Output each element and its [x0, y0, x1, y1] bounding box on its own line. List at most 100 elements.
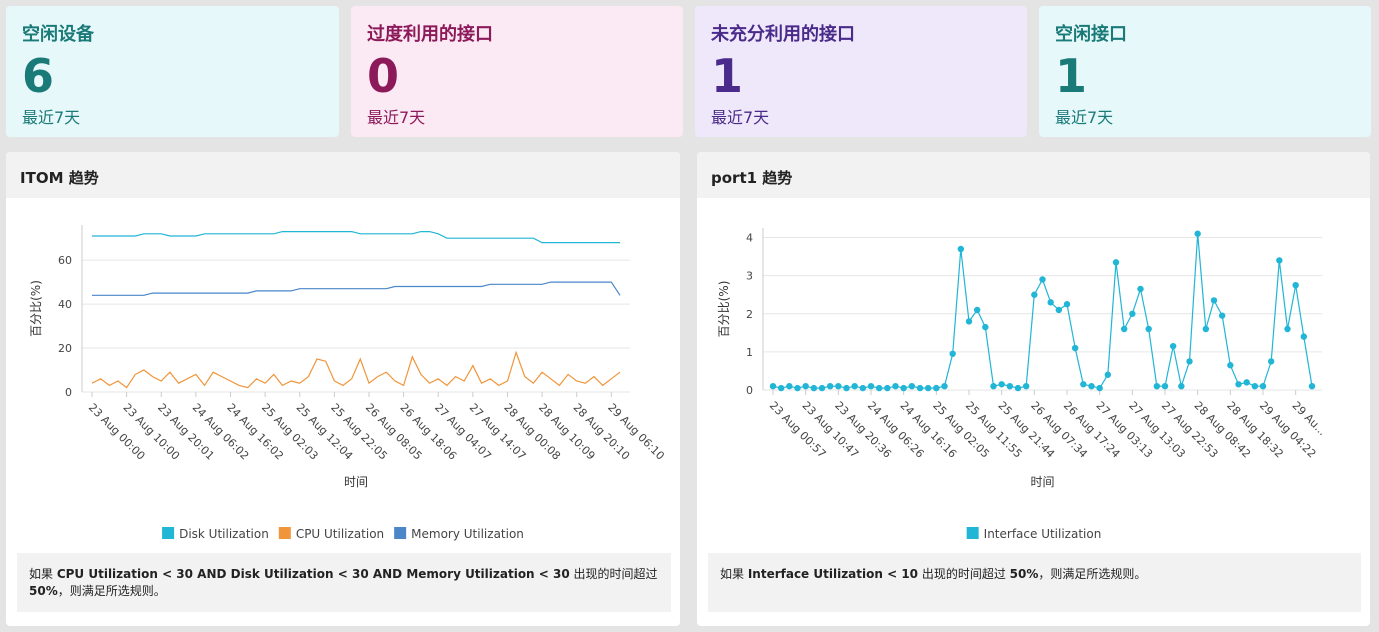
- data-point: [859, 384, 867, 392]
- data-point: [1055, 306, 1063, 314]
- panel: ITOM 趋势 如果 CPU Utilization < 30 AND Disk…: [6, 152, 680, 626]
- data-point: [973, 306, 981, 314]
- rule-note: 如果 Interface Utilization < 10 出现的时间超过 50…: [708, 553, 1361, 612]
- card-title: 未充分利用的接口: [711, 24, 855, 45]
- data-point: [1096, 384, 1103, 392]
- data-point: [867, 382, 875, 390]
- data-point: [1137, 285, 1144, 293]
- data-point: [982, 323, 989, 331]
- data-point: [1088, 382, 1095, 390]
- data-point: [786, 382, 793, 390]
- card-value: 0: [367, 49, 400, 103]
- data-point: [1186, 358, 1193, 365]
- data-point: [1161, 382, 1169, 390]
- series-line: [92, 281, 621, 296]
- data-point: [990, 382, 997, 390]
- y-tick-label: 1: [746, 346, 753, 359]
- data-point: [1194, 230, 1201, 237]
- card-subtitle: 最近7天: [711, 108, 770, 127]
- data-point: [777, 384, 785, 392]
- y-axis-label: 百分比(%): [717, 281, 731, 338]
- data-point: [916, 384, 924, 392]
- data-point: [851, 382, 858, 390]
- card-subtitle: 最近7天: [367, 108, 426, 127]
- card: 空闲设备 6 最近7天: [6, 6, 339, 137]
- card-subtitle: 最近7天: [1055, 108, 1114, 127]
- data-point: [957, 245, 965, 253]
- y-tick-label: 20: [58, 342, 72, 355]
- card: 过度利用的接口 0 最近7天: [351, 6, 683, 137]
- data-point: [1031, 291, 1038, 298]
- panel: port1 趋势 如果 Interface Utilization < 10 出…: [697, 152, 1370, 626]
- data-point: [1227, 362, 1234, 369]
- legend-label: Interface Utilization: [984, 527, 1102, 541]
- data-point: [843, 384, 850, 392]
- card-title: 空闲设备: [22, 24, 94, 45]
- series-line: [92, 231, 620, 244]
- y-axis-label: 百分比(%): [29, 280, 43, 337]
- data-point: [900, 384, 907, 392]
- card-value: 1: [1055, 49, 1088, 103]
- card: 空闲接口 1 最近7天: [1039, 6, 1371, 137]
- panel-title: ITOM 趋势: [6, 152, 680, 198]
- note-text: ，则满足所选规则。: [57, 584, 166, 598]
- data-point: [1276, 257, 1283, 264]
- data-point: [1308, 382, 1316, 390]
- data-point: [1104, 371, 1112, 378]
- data-point: [1080, 381, 1087, 388]
- data-point: [818, 384, 826, 392]
- panel-title: port1 趋势: [697, 152, 1370, 198]
- data-point: [1284, 325, 1291, 333]
- data-point: [1129, 310, 1136, 317]
- note-text: 出现的时间超过: [918, 567, 1010, 581]
- data-point: [794, 384, 801, 392]
- legend-label: Disk Utilization: [179, 527, 269, 541]
- data-point: [1292, 281, 1299, 289]
- note-text: CPU Utilization < 30 AND Disk Utilizatio…: [56, 567, 570, 581]
- y-tick-label: 60: [58, 254, 72, 267]
- data-point: [1071, 344, 1079, 352]
- rule-note: 如果 CPU Utilization < 30 AND Disk Utiliza…: [17, 553, 671, 612]
- legend-label: CPU Utilization: [296, 527, 384, 541]
- note-text: 出现的时间超过: [569, 567, 658, 581]
- card: 未充分利用的接口 1 最近7天: [695, 6, 1027, 137]
- x-axis-label: 时间: [344, 475, 368, 489]
- data-point: [1210, 297, 1218, 304]
- data-point: [1267, 358, 1275, 365]
- data-point: [769, 382, 777, 390]
- data-point: [1014, 384, 1022, 392]
- card-value: 6: [22, 49, 55, 103]
- data-point: [810, 384, 818, 392]
- data-point: [1153, 382, 1161, 390]
- y-tick-label: 0: [65, 386, 72, 399]
- note-text: ，则满足所选规则。: [1038, 567, 1147, 581]
- data-point: [1047, 299, 1054, 306]
- data-point: [892, 382, 899, 390]
- legend-swatch: [966, 527, 979, 539]
- note-text: 如果: [720, 567, 748, 581]
- data-point: [1169, 342, 1177, 350]
- data-point: [1202, 325, 1210, 333]
- data-point: [1022, 382, 1030, 390]
- data-point: [1259, 382, 1267, 390]
- card-title: 过度利用的接口: [367, 24, 493, 45]
- card-subtitle: 最近7天: [22, 108, 81, 127]
- legend-swatch: [162, 527, 175, 539]
- y-tick-label: 0: [746, 384, 753, 397]
- data-point: [1235, 381, 1242, 388]
- data-point: [1039, 276, 1046, 283]
- data-point: [1243, 379, 1250, 386]
- data-point: [1251, 382, 1259, 390]
- data-point: [1006, 382, 1014, 390]
- data-point: [941, 382, 948, 390]
- legend-swatch: [394, 527, 407, 539]
- legend-label: Memory Utilization: [411, 527, 524, 541]
- y-tick-label: 3: [746, 270, 753, 283]
- data-point: [1120, 325, 1128, 333]
- data-point: [1218, 312, 1226, 319]
- card-value: 1: [711, 49, 744, 103]
- y-tick-label: 2: [746, 308, 753, 321]
- y-tick-label: 4: [746, 232, 753, 245]
